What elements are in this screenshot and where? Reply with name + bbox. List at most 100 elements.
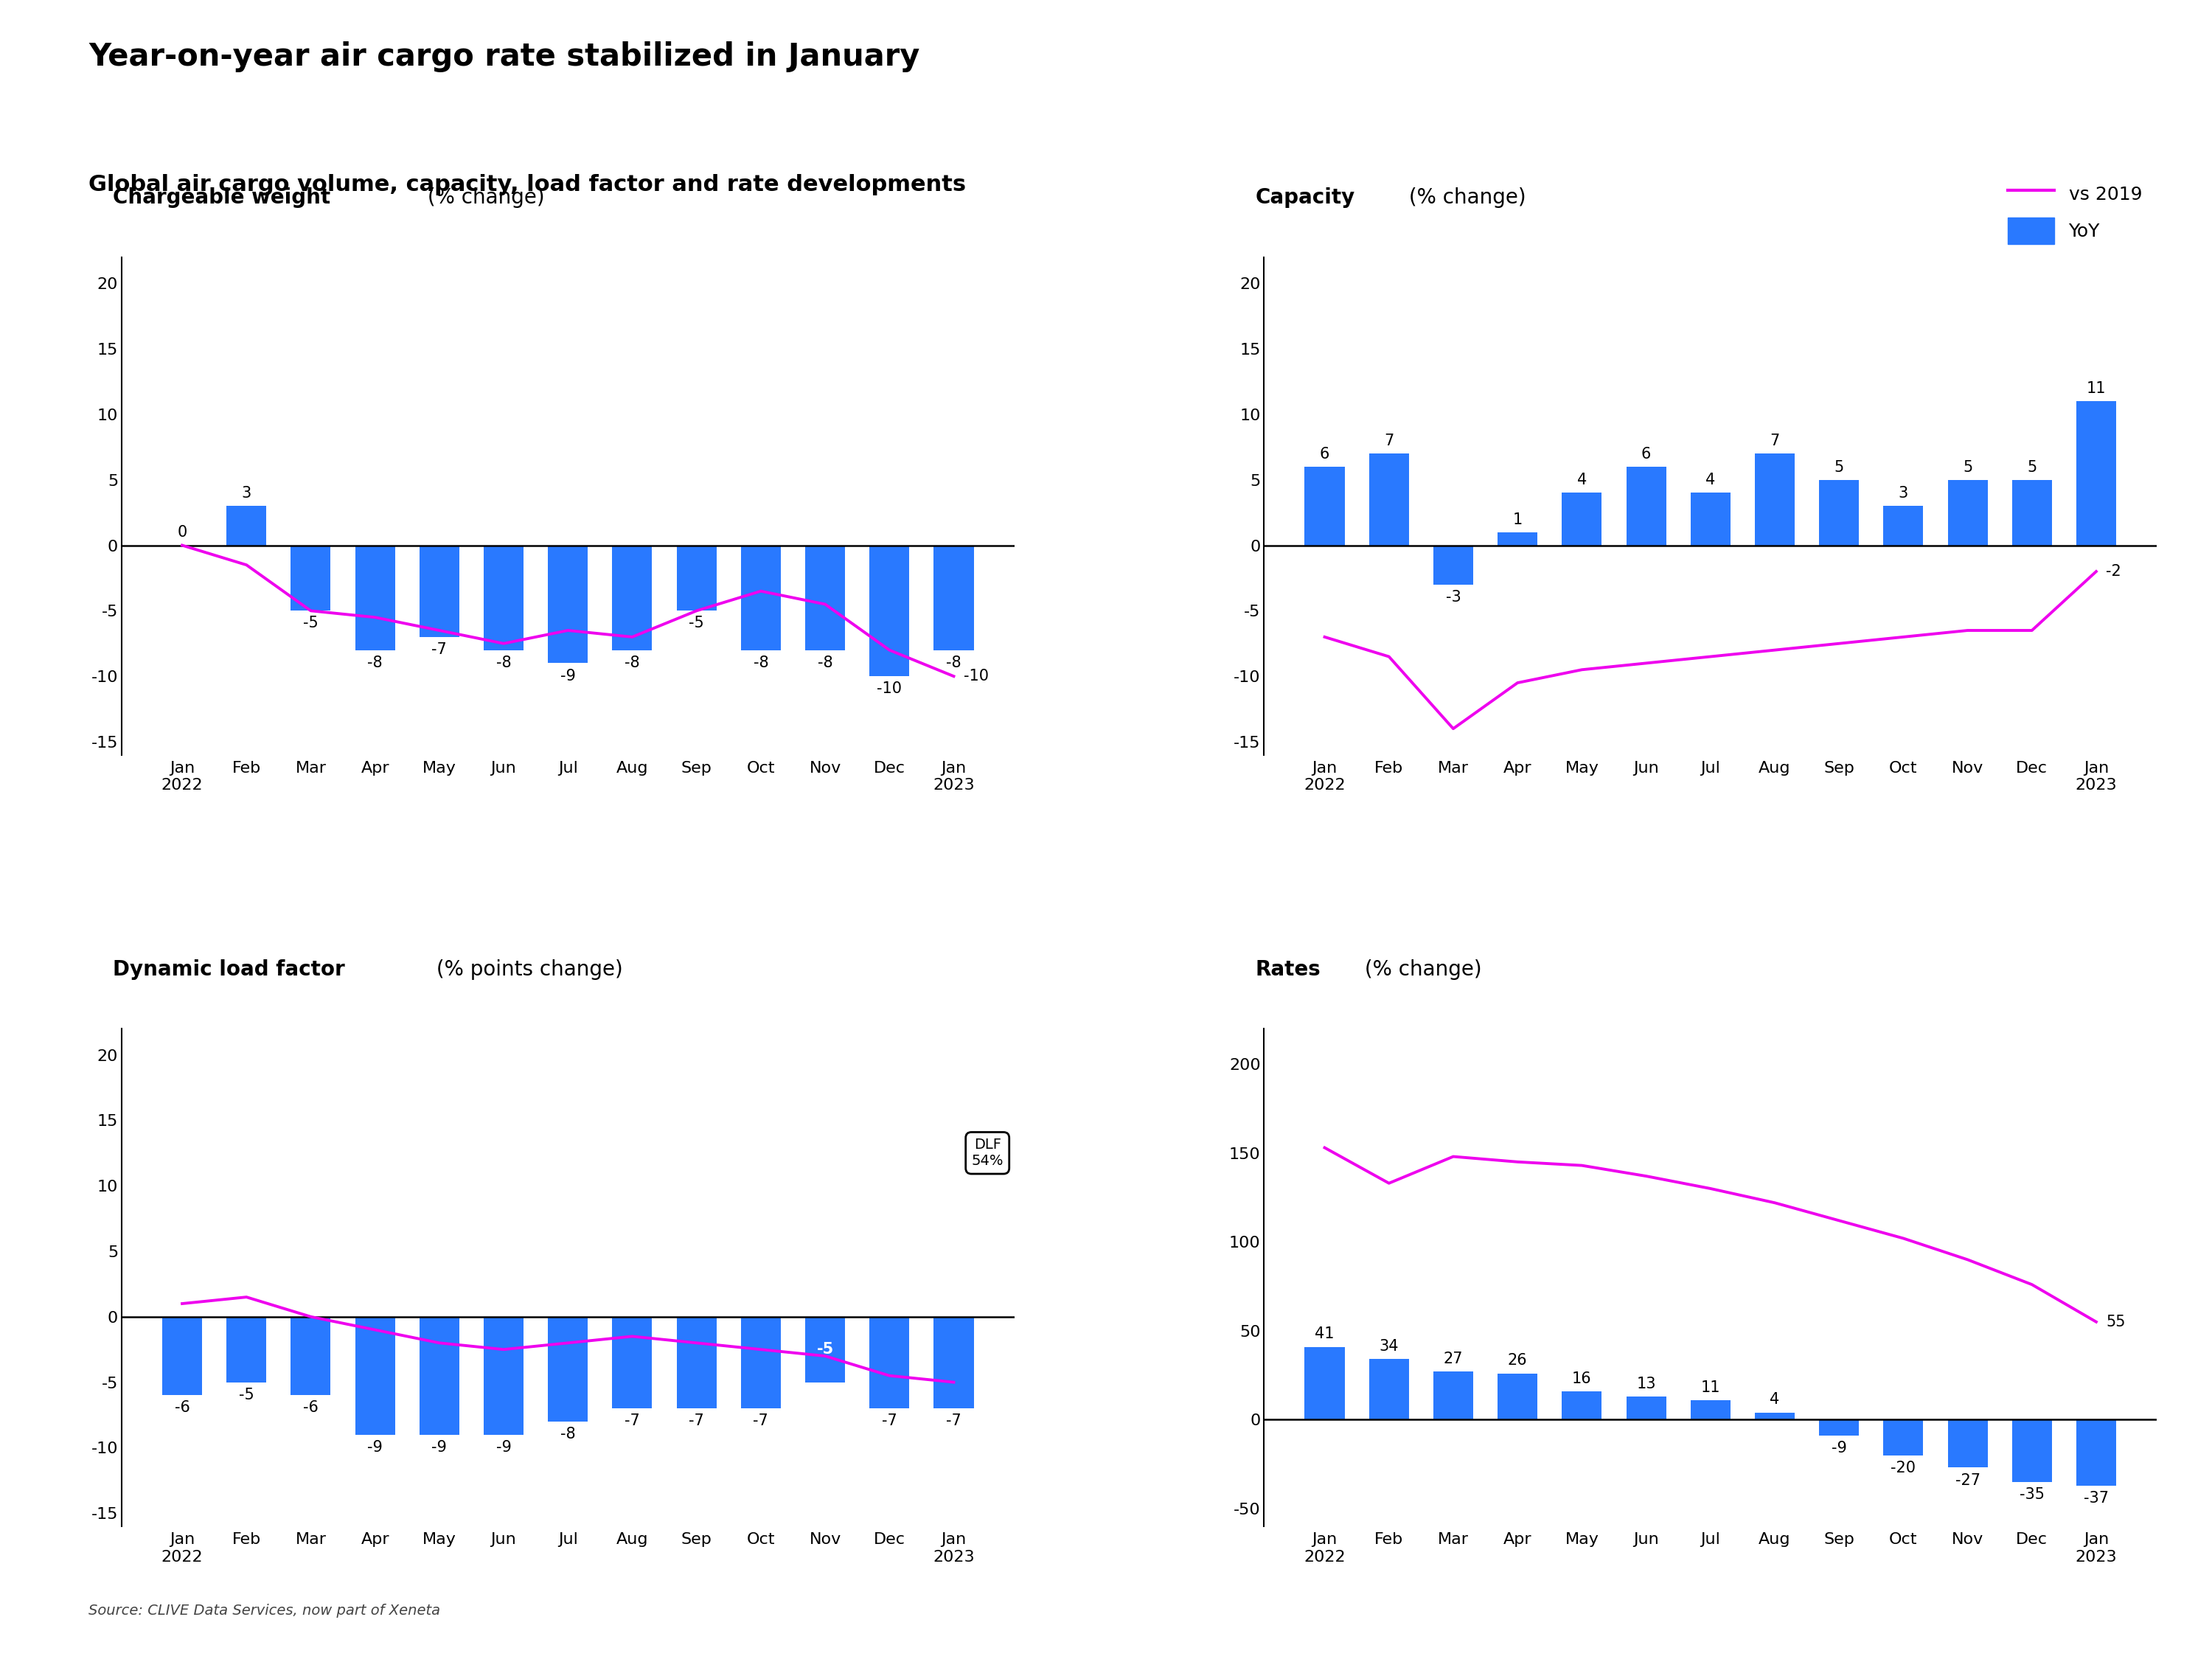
Text: 5: 5 [2026, 460, 2037, 474]
Bar [2077, 1420, 2117, 1485]
Bar [226, 506, 265, 546]
Text: -6: -6 [303, 1400, 319, 1415]
Bar [1818, 1420, 1858, 1435]
Bar [484, 1317, 524, 1435]
Text: 7: 7 [1385, 433, 1394, 448]
Text: -7: -7 [883, 1413, 898, 1428]
Bar [290, 1317, 330, 1395]
Bar [549, 1317, 588, 1422]
Bar [741, 546, 781, 650]
Text: -8: -8 [754, 655, 768, 670]
Text: Capacity: Capacity [1254, 187, 1356, 207]
Bar [1305, 466, 1345, 546]
Text: Year-on-year air cargo rate stabilized in January: Year-on-year air cargo rate stabilized i… [88, 41, 920, 73]
Text: -10: -10 [964, 669, 989, 684]
Bar [1690, 493, 1730, 546]
Text: -2: -2 [2106, 564, 2121, 579]
Bar [1818, 479, 1858, 546]
Text: -7: -7 [624, 1413, 639, 1428]
Text: -8: -8 [818, 655, 832, 670]
Text: -9: -9 [431, 1440, 447, 1455]
Text: -9: -9 [1832, 1442, 1847, 1455]
Bar [420, 546, 460, 637]
Bar [869, 1317, 909, 1408]
Bar [161, 1317, 201, 1395]
Bar [1498, 533, 1537, 546]
Text: (% change): (% change) [1402, 187, 1526, 207]
Text: -5: -5 [303, 615, 319, 630]
Bar [2013, 479, 2053, 546]
Text: -9: -9 [560, 669, 575, 684]
Bar [613, 546, 653, 650]
Text: 6: 6 [1321, 446, 1329, 461]
Bar [1433, 1372, 1473, 1420]
Text: -5: -5 [239, 1387, 254, 1402]
Text: -7: -7 [752, 1413, 768, 1428]
Text: 6: 6 [1641, 446, 1650, 461]
Text: 1: 1 [1513, 513, 1522, 528]
Bar [1690, 1400, 1730, 1420]
Text: -8: -8 [495, 655, 511, 670]
Text: -5: -5 [816, 1342, 834, 1357]
Text: -5: -5 [688, 615, 703, 630]
Text: 16: 16 [1573, 1370, 1593, 1385]
Text: -10: -10 [876, 682, 902, 697]
Bar [933, 546, 973, 650]
Text: -8: -8 [560, 1427, 575, 1442]
Bar [484, 546, 524, 650]
Text: -27: -27 [1955, 1473, 1980, 1488]
Bar [2013, 1420, 2053, 1481]
Text: Chargeable weight: Chargeable weight [113, 187, 330, 207]
Text: 27: 27 [1444, 1352, 1462, 1367]
Bar [1754, 453, 1794, 546]
Text: -7: -7 [431, 642, 447, 657]
Bar [1949, 1420, 1989, 1468]
Bar [1562, 1392, 1601, 1420]
Text: -9: -9 [367, 1440, 383, 1455]
Text: -7: -7 [947, 1413, 962, 1428]
Text: -3: -3 [1447, 591, 1460, 604]
Text: Rates: Rates [1254, 959, 1321, 979]
Text: 4: 4 [1705, 473, 1714, 488]
Text: 13: 13 [1637, 1377, 1657, 1392]
Text: 34: 34 [1378, 1339, 1398, 1354]
Bar [226, 1317, 265, 1382]
Text: 0: 0 [177, 526, 188, 541]
Bar [1433, 546, 1473, 584]
Text: Dynamic load factor: Dynamic load factor [113, 959, 345, 979]
Bar [356, 546, 396, 650]
Text: 55: 55 [2106, 1314, 2126, 1329]
Text: Source: CLIVE Data Services, now part of Xeneta: Source: CLIVE Data Services, now part of… [88, 1604, 440, 1618]
Bar [2077, 401, 2117, 546]
Text: (% change): (% change) [420, 187, 544, 207]
Text: (% points change): (% points change) [429, 959, 622, 979]
Bar [1626, 466, 1666, 546]
Text: 3: 3 [1898, 486, 1909, 501]
Bar [741, 1317, 781, 1408]
Text: -20: -20 [1891, 1460, 1916, 1475]
Text: -8: -8 [367, 655, 383, 670]
Text: 41: 41 [1314, 1327, 1334, 1342]
Bar [290, 546, 330, 611]
Text: -6: -6 [175, 1400, 190, 1415]
Text: -7: -7 [688, 1413, 703, 1428]
Text: -35: -35 [2020, 1486, 2044, 1501]
Bar [1949, 479, 1989, 546]
Bar [549, 546, 588, 664]
Bar [1882, 1420, 1922, 1455]
Bar [805, 1317, 845, 1382]
Bar [933, 1317, 973, 1408]
Text: 11: 11 [2086, 382, 2106, 397]
Bar [1369, 453, 1409, 546]
Bar [869, 546, 909, 677]
Text: 3: 3 [241, 486, 252, 501]
Bar [1369, 1359, 1409, 1420]
Text: 11: 11 [1701, 1380, 1721, 1395]
Bar [1626, 1397, 1666, 1420]
Text: 5: 5 [1962, 460, 1973, 474]
Text: DLF
54%: DLF 54% [971, 1138, 1004, 1168]
Bar [420, 1317, 460, 1435]
Bar [1882, 506, 1922, 546]
Bar [1305, 1347, 1345, 1420]
Text: -37: -37 [2084, 1491, 2108, 1505]
